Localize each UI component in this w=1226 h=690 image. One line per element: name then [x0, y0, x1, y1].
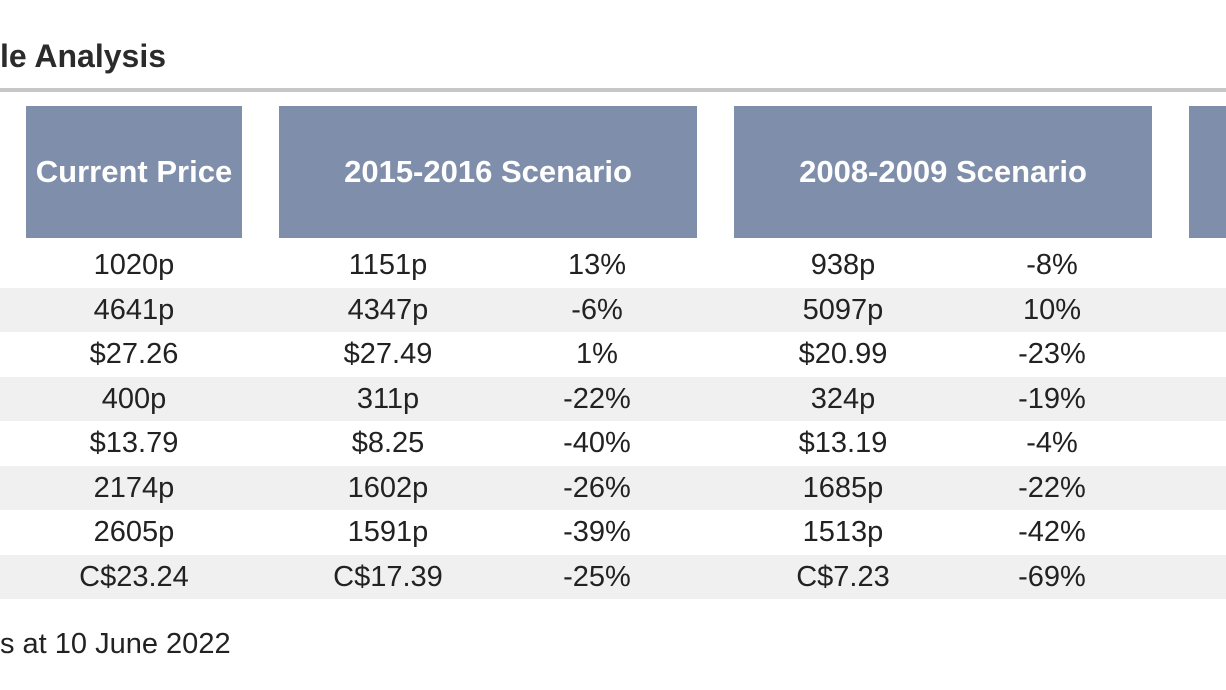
- scenario-2015-2016-change-cell: -26%: [563, 471, 631, 504]
- scenario-2008-2009-change-cell: -4%: [1026, 427, 1078, 459]
- footnote: s at 10 June 2022: [0, 628, 231, 660]
- scenario-2008-2009-price-cell: 5097p: [802, 293, 884, 326]
- scenario-2015-2016-change-cell: -6%: [571, 293, 623, 326]
- scenario-2008-2009-price-cell: 1685p: [802, 471, 884, 504]
- table-row: 2174p 1602p -26% 1685p -22%: [0, 465, 1226, 510]
- scenario-2015-2016-change-cell: -40%: [563, 427, 631, 459]
- scenario-2015-2016-price-cell: $8.25: [351, 427, 425, 459]
- scenario-2015-2016-price-cell: $27.49: [343, 338, 433, 370]
- scenario-2008-2009-change-cell: -42%: [1018, 516, 1086, 548]
- table-row: 1020p 1151p 13% 938p -8%: [0, 243, 1226, 288]
- scenario-2008-2009-change-cell: -22%: [1018, 471, 1086, 504]
- table-row: 2605p 1591p -39% 1513p -42%: [0, 510, 1226, 555]
- scenario-2015-2016-price-cell: 4347p: [347, 293, 429, 326]
- header-current-price: Current Price: [26, 106, 242, 238]
- scenario-2015-2016-price-cell: 1151p: [348, 249, 428, 281]
- table-row: C$23.24 C$17.39 -25% C$7.23 -69%: [0, 554, 1226, 599]
- current-price-cell: 400p: [101, 382, 167, 415]
- table-row: 400p 311p -22% 324p -19%: [0, 376, 1226, 421]
- scenario-2015-2016-price-cell: C$17.39: [333, 560, 443, 593]
- scenario-2008-2009-price-cell: C$7.23: [796, 560, 890, 593]
- current-price-cell: C$23.24: [79, 560, 189, 593]
- scenario-2008-2009-price-cell: 324p: [810, 382, 876, 415]
- scenario-2015-2016-change-cell: -25%: [563, 560, 631, 593]
- scenario-2008-2009-price-cell: $13.19: [798, 427, 888, 459]
- scenario-2008-2009-price-cell: 1513p: [802, 516, 884, 548]
- scenario-2015-2016-change-cell: 1%: [576, 338, 618, 370]
- scenario-2015-2016-price-cell: 311p: [356, 382, 420, 415]
- table-body: 1020p 1151p 13% 938p -8% 4641p 4347p -6%…: [0, 243, 1226, 599]
- current-price-cell: 2605p: [93, 516, 175, 548]
- scenario-2008-2009-change-cell: -8%: [1026, 249, 1078, 281]
- scenario-2008-2009-price-cell: $20.99: [798, 338, 888, 370]
- scenario-2015-2016-price-cell: 1602p: [347, 471, 429, 504]
- header-next-column: [1189, 106, 1226, 238]
- table-row: $13.79 $8.25 -40% $13.19 -4%: [0, 421, 1226, 466]
- header-scenario-2008-2009: 2008-2009 Scenario: [734, 106, 1152, 238]
- scenario-2015-2016-price-cell: 1591p: [347, 516, 429, 548]
- current-price-cell: 1020p: [93, 249, 175, 281]
- current-price-cell: 4641p: [93, 293, 175, 326]
- current-price-cell: 2174p: [93, 471, 175, 504]
- header-scenario-2015-2016: 2015-2016 Scenario: [279, 106, 697, 238]
- table-row: $27.26 $27.49 1% $20.99 -23%: [0, 332, 1226, 377]
- current-price-cell: $13.79: [89, 427, 179, 459]
- scenario-2015-2016-change-cell: -39%: [563, 516, 631, 548]
- scenario-2015-2016-change-cell: -22%: [563, 382, 631, 415]
- scenario-2008-2009-change-cell: -69%: [1018, 560, 1086, 593]
- title-divider: [0, 88, 1226, 92]
- scenario-2008-2009-price-cell: 938p: [810, 249, 876, 281]
- table-row: 4641p 4347p -6% 5097p 10%: [0, 287, 1226, 332]
- scenario-2008-2009-change-cell: -23%: [1018, 338, 1086, 370]
- scenario-2008-2009-change-cell: 10%: [1022, 293, 1082, 326]
- current-price-cell: $27.26: [89, 338, 179, 370]
- scenario-2015-2016-change-cell: 13%: [567, 249, 627, 281]
- scenario-2008-2009-change-cell: -19%: [1018, 382, 1086, 415]
- table-title: le Analysis: [0, 38, 167, 74]
